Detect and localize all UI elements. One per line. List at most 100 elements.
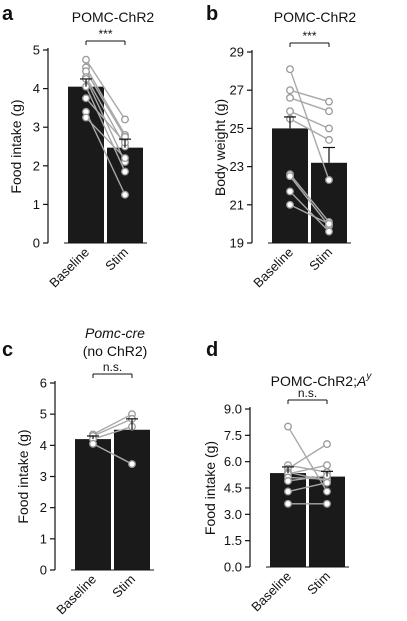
y-tick-label: 25	[230, 121, 244, 136]
x-tick-label: Stim	[304, 569, 333, 598]
paired-line	[289, 204, 330, 225]
paired-line	[287, 426, 328, 492]
paired-line	[289, 89, 330, 103]
panel-title: POMC-ChR2;Ay	[271, 371, 373, 389]
data-point	[284, 487, 292, 496]
data-point	[286, 200, 294, 209]
panel-letter: a	[2, 3, 14, 25]
panel-title: POMC-ChR2	[274, 9, 357, 25]
significance-label: ***	[98, 27, 112, 41]
significance-label: ***	[302, 29, 316, 43]
data-point	[286, 86, 294, 95]
y-tick-label: 19	[230, 236, 244, 251]
data-point	[286, 107, 294, 116]
data-point	[323, 461, 331, 470]
paired-line	[287, 464, 328, 473]
y-tick-label: 1	[33, 197, 40, 212]
x-tick-label: Stim	[306, 245, 335, 274]
significance-label: n.s.	[298, 386, 317, 400]
paired-line	[289, 190, 330, 233]
data-point	[82, 94, 90, 103]
y-tick-label: 29	[230, 45, 244, 60]
panel-title: (no ChR2)	[83, 343, 148, 359]
data-point	[323, 499, 331, 508]
panel-title: POMC-ChR2	[72, 9, 155, 25]
paired-line	[85, 86, 126, 172]
paired-line	[287, 443, 328, 470]
paired-line	[289, 118, 330, 141]
data-point	[325, 97, 333, 106]
paired-line	[92, 443, 133, 465]
paired-line	[289, 110, 330, 130]
data-point	[323, 478, 331, 487]
paired-line	[287, 464, 328, 475]
data-point	[82, 55, 90, 64]
data-point	[82, 113, 90, 122]
x-tick-label: Stim	[109, 572, 138, 601]
y-tick-label: 0.0	[224, 560, 242, 575]
paired-line	[287, 482, 328, 493]
paired-line	[289, 173, 330, 223]
y-axis-title: Food intake (g)	[8, 99, 24, 193]
data-point	[121, 154, 129, 163]
data-point	[286, 93, 294, 102]
panel-d: d POMC-ChR2;Ay 0.0 1.5 3.0 4.5 6.0 7.5 9.0 Food i…	[202, 339, 372, 614]
paired-line	[287, 475, 328, 482]
data-point	[323, 487, 331, 496]
data-point	[286, 65, 294, 74]
y-tick-label: 1.5	[224, 533, 242, 548]
y-axis-title: Food intake (g)	[202, 441, 218, 535]
y-tick-label: 4	[40, 438, 47, 453]
data-point	[121, 167, 129, 176]
paired-line	[92, 418, 133, 437]
y-tick-label: 2	[40, 500, 47, 515]
y-tick-label: 2	[33, 158, 40, 173]
data-point	[89, 439, 97, 448]
data-point	[284, 477, 292, 485]
paired-line	[289, 97, 330, 112]
panel-a: a POMC-ChR2 0 1 2 3 4 5 Food intake (g) *** Baseli…	[2, 3, 154, 290]
paired-line	[289, 175, 330, 227]
data-point	[286, 187, 294, 196]
paired-line	[92, 413, 133, 436]
data-point	[284, 422, 292, 431]
y-tick-label: 9.0	[224, 402, 242, 417]
y-tick-label: 5	[40, 407, 47, 422]
data-point	[325, 135, 333, 144]
y-tick-label: 7.5	[224, 428, 242, 443]
panel-title-italic: Pomc-cre	[85, 325, 145, 341]
data-point	[121, 190, 129, 199]
panel-letter: b	[206, 3, 218, 25]
x-tick-label: Baseline	[250, 245, 296, 291]
x-tick-label: Baseline	[53, 572, 99, 618]
y-tick-label: 4	[33, 81, 40, 96]
panel-c: c Pomc-cre (no ChR2) 0 1 2 3 4 5 6 Food intake (g)…	[2, 325, 154, 617]
paired-line	[85, 70, 126, 138]
data-point	[284, 499, 292, 508]
paired-line	[85, 111, 126, 196]
paired-line	[92, 425, 133, 440]
x-tick-label: Baseline	[46, 245, 92, 291]
y-tick-label: 21	[230, 197, 244, 212]
y-tick-label: 3.0	[224, 507, 242, 522]
x-tick-label: Baseline	[248, 569, 294, 615]
panel-letter: d	[206, 339, 218, 361]
y-axis-title: Body weight (g)	[212, 99, 228, 196]
panel-b: b POMC-ChR2 19 21 23 25 27 29 Body weight (g) ***…	[206, 3, 356, 290]
y-tick-label: 1	[40, 531, 47, 546]
paired-line	[85, 59, 126, 120]
y-tick-label: 3	[40, 469, 47, 484]
y-axis-title: Food intake (g)	[15, 429, 31, 523]
paired-line	[85, 97, 126, 144]
y-tick-label: 0	[40, 563, 47, 578]
significance-label: n.s.	[103, 360, 122, 374]
data-point	[121, 115, 129, 124]
bar-baseline	[75, 439, 111, 570]
bar-baseline	[272, 128, 308, 243]
y-tick-label: 3	[33, 120, 40, 135]
data-point	[325, 107, 333, 116]
data-point	[323, 440, 331, 449]
data-point	[325, 124, 333, 133]
paired-line	[85, 117, 126, 159]
